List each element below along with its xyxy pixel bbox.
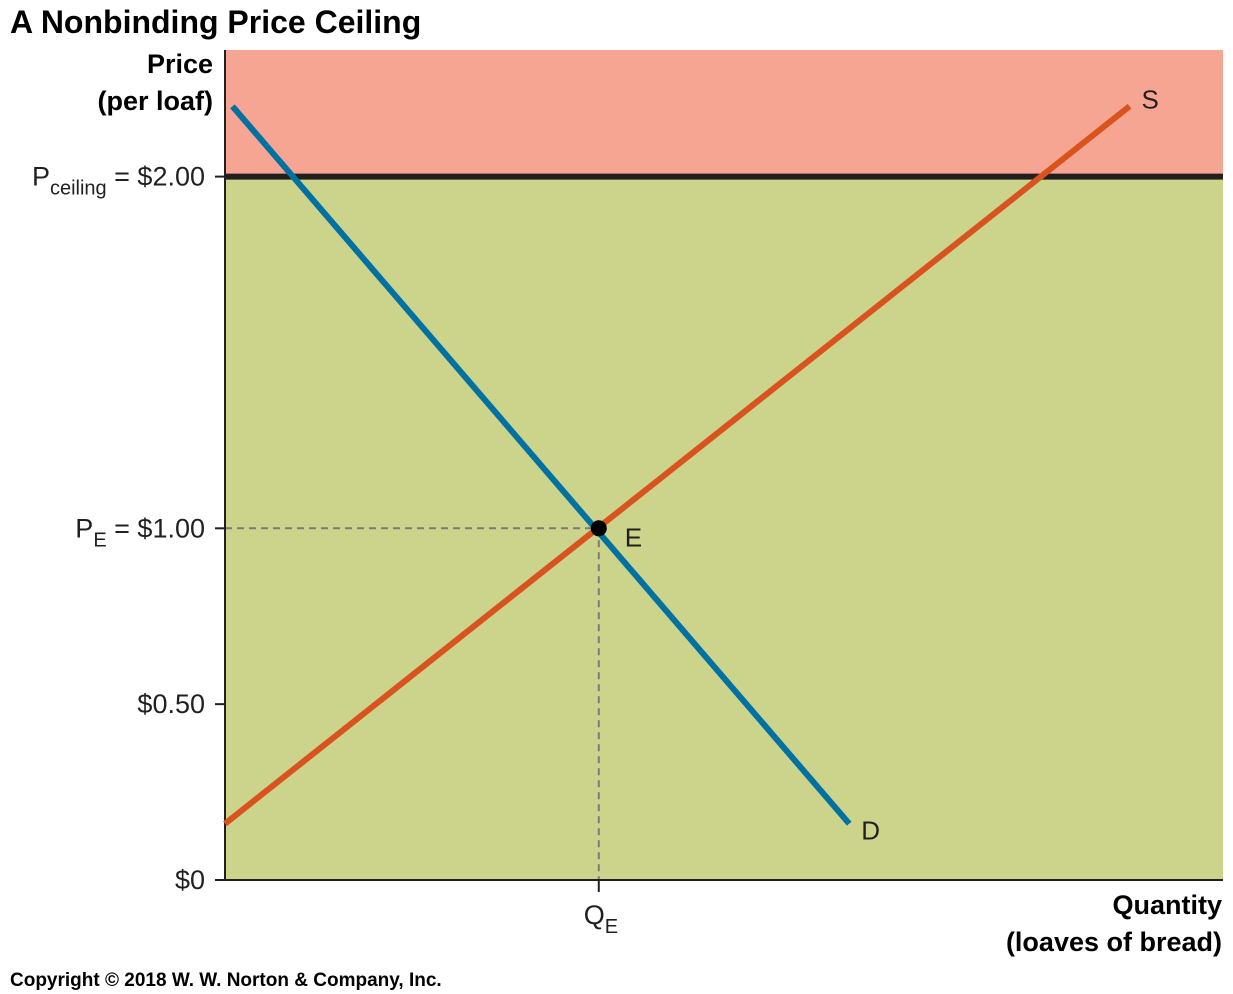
y-tick-label: PE = $1.00: [75, 513, 205, 551]
supply-curve: [223, 103, 1132, 827]
chart-title: A Nonbinding Price Ceiling: [10, 4, 421, 40]
equilibrium-guides: [225, 527, 600, 880]
equilibrium-point: [590, 520, 607, 537]
region-above-ceiling: [225, 50, 1223, 177]
y-tick-label: $0: [175, 865, 205, 895]
x-axis-title-line2: (loaves of bread): [1006, 927, 1222, 957]
supply-label: S: [1142, 84, 1159, 114]
demand-curve: [230, 104, 852, 826]
axes: [224, 50, 1223, 881]
demand-label: D: [861, 816, 880, 846]
copyright-notice: Copyright © 2018 W. W. Norton & Company,…: [10, 970, 442, 991]
series-layer: DS: [223, 84, 1159, 846]
y-axis-title-line1: Price: [147, 49, 213, 79]
y-axis-title-line2: (per loaf): [97, 86, 213, 116]
y-tick-label: Pceiling = $2.00: [32, 162, 205, 200]
y-tick-label: $0.50: [137, 689, 205, 719]
x-tick-label: QE: [584, 900, 618, 938]
x-axis-title-line1: Quantity: [1112, 890, 1222, 920]
ticks: $0 $0.50 PE = $1.00 Pceiling = $2.00 QE: [32, 162, 618, 938]
equilibrium-label: E: [625, 522, 642, 552]
